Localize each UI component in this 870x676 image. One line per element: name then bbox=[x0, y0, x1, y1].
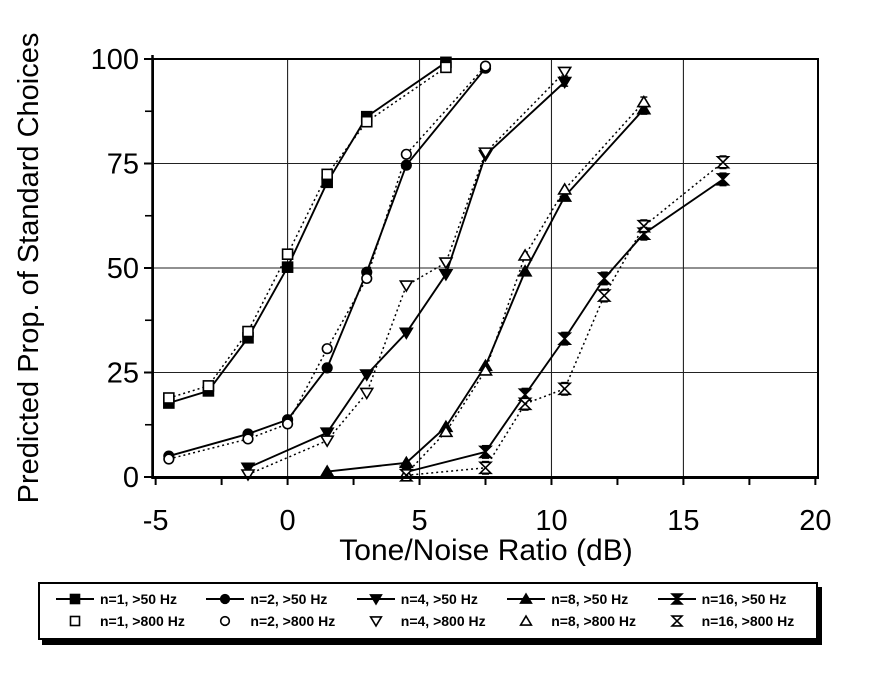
x-tick-label: 20 bbox=[799, 505, 831, 537]
legend-item: n=16, >800 Hz bbox=[658, 613, 808, 629]
legend-box: n=1, >50 Hz n=2, >50 Hz n=4, >50 Hz n=8, >5… bbox=[38, 582, 818, 640]
legend-label: n=4, >800 Hz bbox=[400, 613, 486, 629]
legend-item: n=4, >800 Hz bbox=[357, 613, 507, 629]
plot-frame bbox=[151, 55, 819, 479]
legend-label: n=8, >800 Hz bbox=[551, 613, 637, 629]
triangle-up-open-marker-icon bbox=[519, 614, 534, 626]
triangle-down-filled-marker-icon bbox=[356, 594, 395, 606]
hourglass-open-marker-icon bbox=[669, 615, 684, 627]
legend-item: n=8, >800 Hz bbox=[507, 613, 657, 629]
circle-open-marker-icon bbox=[220, 615, 231, 627]
legend-item: n=2, >800 Hz bbox=[206, 613, 356, 629]
x-tick-label: 10 bbox=[535, 505, 567, 537]
axis-ticks bbox=[144, 58, 817, 485]
legend-label: n=1, >50 Hz bbox=[100, 591, 178, 607]
data-series bbox=[163, 56, 731, 482]
legend-item: n=1, >50 Hz bbox=[56, 591, 206, 607]
circle-filled-marker-icon bbox=[206, 593, 245, 605]
y-tick-label: 50 bbox=[107, 253, 139, 285]
x-axis-title: Tone/Noise Ratio (dB) bbox=[339, 534, 632, 567]
x-tick-label: 0 bbox=[280, 505, 296, 537]
legend-label: n=8, >50 Hz bbox=[551, 591, 629, 607]
triangle-down-open-marker-icon bbox=[368, 616, 383, 628]
y-tick-label: 75 bbox=[107, 149, 139, 181]
series-n-4-800-hz bbox=[240, 66, 573, 482]
x-tick-label: 5 bbox=[411, 505, 427, 537]
triangle-up-filled-marker-icon bbox=[507, 592, 546, 604]
square-filled-marker-icon bbox=[56, 593, 94, 605]
hourglass-filled-marker-icon bbox=[657, 593, 696, 605]
legend-item: n=2, >50 Hz bbox=[206, 591, 356, 607]
series-n-1-50-hz bbox=[163, 56, 452, 409]
series-n-1-800-hz bbox=[163, 61, 452, 404]
y-tick-label: 0 bbox=[123, 462, 139, 494]
gridlines bbox=[153, 59, 818, 477]
legend-item: n=16, >50 Hz bbox=[657, 591, 808, 607]
legend-label: n=16, >50 Hz bbox=[701, 591, 787, 607]
legend-item: n=1, >800 Hz bbox=[56, 613, 206, 629]
series-n-2-50-hz bbox=[163, 62, 492, 462]
y-tick-label: 100 bbox=[91, 44, 139, 76]
legend-item: n=8, >50 Hz bbox=[507, 591, 657, 607]
series-n-16-800-hz bbox=[398, 155, 731, 482]
legend-label: n=2, >800 Hz bbox=[250, 613, 336, 629]
legend-label: n=4, >50 Hz bbox=[400, 591, 478, 607]
y-tick-label: 25 bbox=[107, 358, 139, 390]
y-axis-title: Predicted Prop. of Standard Choices bbox=[13, 33, 45, 504]
square-open-marker-icon bbox=[69, 615, 81, 627]
legend-item: n=4, >50 Hz bbox=[356, 591, 507, 607]
legend-label: n=16, >800 Hz bbox=[701, 613, 795, 629]
x-tick-label: -5 bbox=[143, 505, 169, 537]
legend-label: n=1, >800 Hz bbox=[100, 613, 185, 629]
series-n-2-800-hz bbox=[163, 60, 492, 465]
x-tick-label: 15 bbox=[667, 505, 699, 537]
legend-label: n=2, >50 Hz bbox=[250, 591, 328, 607]
